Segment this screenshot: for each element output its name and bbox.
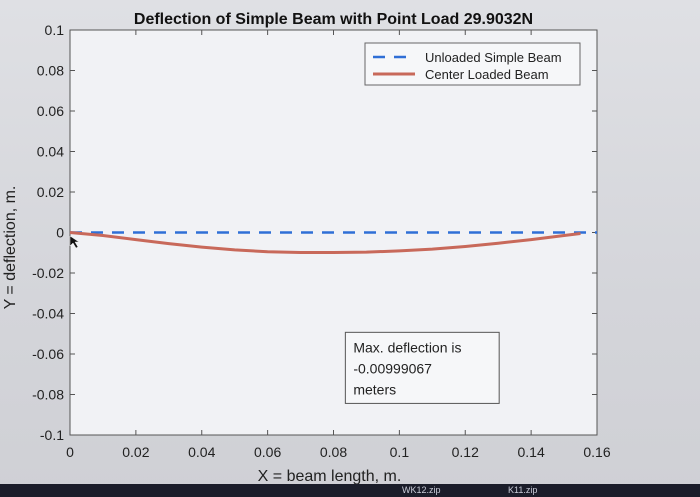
x-tick-label: 0	[66, 444, 74, 460]
chart-title: Deflection of Simple Beam with Point Loa…	[134, 11, 533, 28]
mouse-cursor-icon	[69, 235, 80, 249]
y-tick-label: 0.06	[37, 103, 64, 119]
y-tick-label: -0.06	[32, 346, 64, 362]
y-tick-label: 0	[56, 225, 64, 241]
y-tick-label: -0.08	[32, 387, 64, 403]
annotation-line-2: meters	[353, 381, 396, 397]
x-tick-label: 0.12	[452, 444, 479, 460]
legend-box	[364, 42, 581, 86]
x-tick-label: 0.16	[583, 444, 610, 460]
y-tick-label: 0.02	[37, 184, 64, 200]
taskbar: WK12.zip K11.zip	[0, 484, 700, 497]
x-axis-label: X = beam length, m.	[258, 468, 402, 485]
y-tick-label: -0.04	[32, 306, 64, 322]
annotation-line-1: -0.00999067	[353, 360, 432, 376]
legend-label-1: Center Loaded Beam	[425, 67, 549, 82]
x-tick-label: 0.02	[122, 444, 149, 460]
y-tick-label: 0.1	[45, 22, 65, 38]
x-tick-label: 0.04	[188, 444, 215, 460]
y-tick-label: -0.1	[40, 427, 64, 443]
legend-label-0: Unloaded Simple Beam	[425, 50, 562, 65]
series-line-1	[69, 231, 581, 254]
y-tick-label: -0.02	[32, 265, 64, 281]
taskbar-file-k11[interactable]: K11.zip	[508, 485, 538, 495]
x-tick-label: 0.14	[518, 444, 545, 460]
annotation-box	[344, 331, 500, 404]
y-tick-label: 0.04	[37, 144, 64, 160]
y-axis-label: Y = deflection, m.	[2, 186, 19, 310]
x-tick-label: 0.08	[320, 444, 347, 460]
x-tick-label: 0.1	[390, 444, 410, 460]
annotation-line-0: Max. deflection is	[353, 339, 461, 355]
y-tick-label: 0.08	[37, 63, 64, 79]
x-tick-label: 0.06	[254, 444, 281, 460]
taskbar-file-wk12[interactable]: WK12.zip	[402, 485, 441, 495]
